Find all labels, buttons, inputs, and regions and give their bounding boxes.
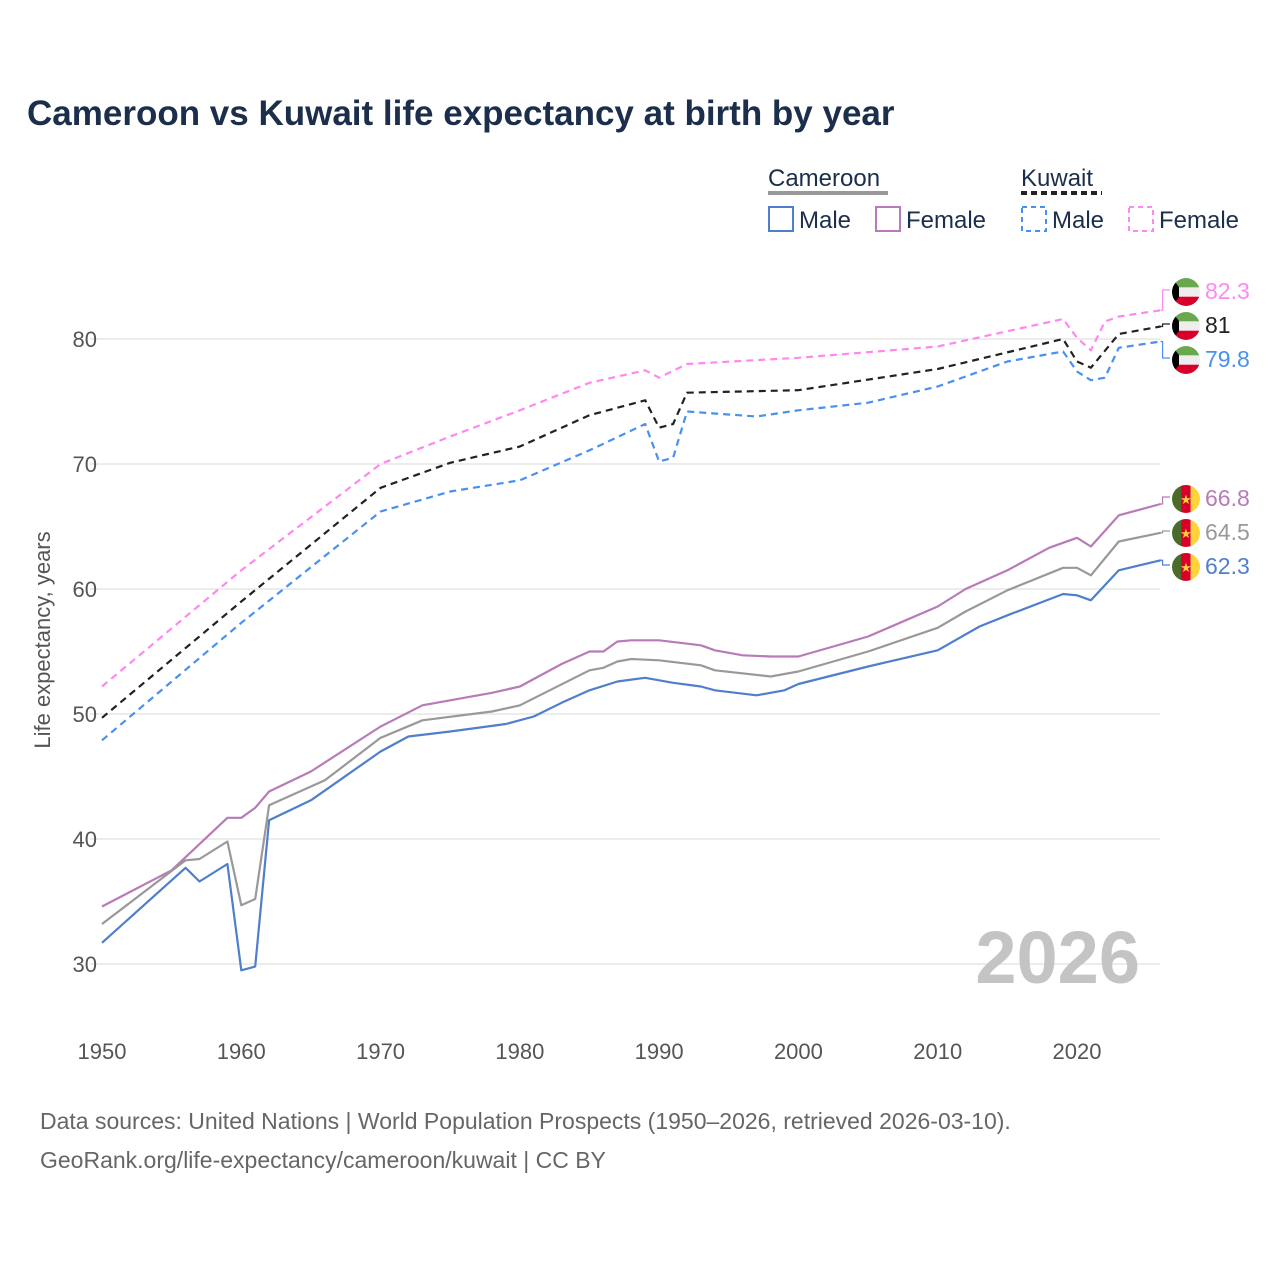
kuwait-flag-icon bbox=[1172, 346, 1200, 374]
label-connector bbox=[1160, 323, 1170, 328]
legend-swatch-kuwait-female bbox=[1128, 206, 1154, 232]
y-tick-label: 80 bbox=[73, 327, 97, 352]
legend-item-cameroon-female[interactable]: Female bbox=[906, 207, 986, 234]
label-connector bbox=[1160, 340, 1170, 359]
series-line-kuwait-male bbox=[101, 340, 1161, 742]
kuwait-flag-icon bbox=[1172, 312, 1200, 340]
label-connector bbox=[1160, 289, 1170, 311]
year-watermark: 2026 bbox=[975, 916, 1140, 999]
series-line-cameroon bbox=[101, 531, 1161, 925]
label-connector bbox=[1160, 559, 1170, 566]
end-value-label: 64.5 bbox=[1205, 519, 1250, 545]
source-link[interactable]: GeoRank.org/life-expectancy/cameroon/kuw… bbox=[40, 1147, 606, 1173]
legend: Cameroon Kuwait Male Female Male Female bbox=[768, 165, 1239, 234]
cameroon-flag-icon: ★ bbox=[1172, 553, 1200, 581]
series-line-cameroon-male bbox=[101, 559, 1161, 972]
legend-item-kuwait-male[interactable]: Male bbox=[1052, 207, 1104, 234]
x-tick-label: 1950 bbox=[78, 1039, 127, 1064]
series-line-cameroon-female bbox=[101, 502, 1161, 908]
y-tick-labels: 30 40 50 60 70 80 bbox=[73, 327, 97, 977]
legend-item-kuwait-female[interactable]: Female bbox=[1159, 207, 1239, 234]
x-tick-label: 2010 bbox=[913, 1039, 962, 1064]
end-value-label: 66.8 bbox=[1205, 485, 1250, 511]
cameroon-flag-icon: ★ bbox=[1172, 485, 1200, 513]
label-connector bbox=[1160, 530, 1170, 534]
legend-swatch-cameroon-male bbox=[768, 206, 794, 232]
kuwait-flag-icon bbox=[1172, 278, 1200, 306]
legend-swatch-kuwait-male bbox=[1021, 206, 1047, 232]
end-value-label: 81 bbox=[1205, 312, 1231, 338]
x-tick-label: 1970 bbox=[356, 1039, 405, 1064]
svg-text:★: ★ bbox=[1180, 560, 1192, 575]
x-tick-label: 2020 bbox=[1053, 1039, 1102, 1064]
end-value-label: 62.3 bbox=[1205, 553, 1250, 579]
x-tick-label: 1960 bbox=[217, 1039, 266, 1064]
series-line-kuwait bbox=[101, 325, 1161, 719]
legend-swatch-cameroon-female bbox=[875, 206, 901, 232]
x-tick-label: 2000 bbox=[774, 1039, 823, 1064]
x-tick-labels: 1950 1960 1970 1980 1990 2000 2010 2020 bbox=[78, 1039, 1102, 1064]
label-connector bbox=[1160, 496, 1170, 505]
y-tick-label: 50 bbox=[73, 702, 97, 727]
svg-text:★: ★ bbox=[1180, 492, 1192, 507]
chart-title: Cameroon vs Kuwait life expectancy at bi… bbox=[27, 94, 895, 133]
cameroon-flag-icon: ★ bbox=[1172, 519, 1200, 547]
end-labels: 82.3 81 79.8 ★ 66.8 ★ 64.5 ★ 62.3 bbox=[1160, 278, 1250, 581]
source-text: Data sources: United Nations | World Pop… bbox=[40, 1108, 1011, 1134]
series-lines bbox=[101, 309, 1161, 972]
legend-group-cameroon[interactable]: Cameroon bbox=[768, 165, 880, 192]
y-tick-label: 30 bbox=[73, 952, 97, 977]
legend-item-cameroon-male[interactable]: Male bbox=[799, 207, 851, 234]
x-tick-label: 1990 bbox=[635, 1039, 684, 1064]
end-value-label: 82.3 bbox=[1205, 278, 1250, 304]
y-tick-label: 40 bbox=[73, 827, 97, 852]
x-tick-label: 1980 bbox=[495, 1039, 544, 1064]
y-tick-label: 60 bbox=[73, 577, 97, 602]
end-value-label: 79.8 bbox=[1205, 346, 1250, 372]
y-tick-label: 70 bbox=[73, 452, 97, 477]
series-line-kuwait-female bbox=[101, 309, 1161, 688]
legend-group-kuwait[interactable]: Kuwait bbox=[1021, 165, 1093, 192]
svg-text:★: ★ bbox=[1180, 526, 1192, 541]
y-axis-label: Life expectancy, years bbox=[30, 531, 55, 748]
